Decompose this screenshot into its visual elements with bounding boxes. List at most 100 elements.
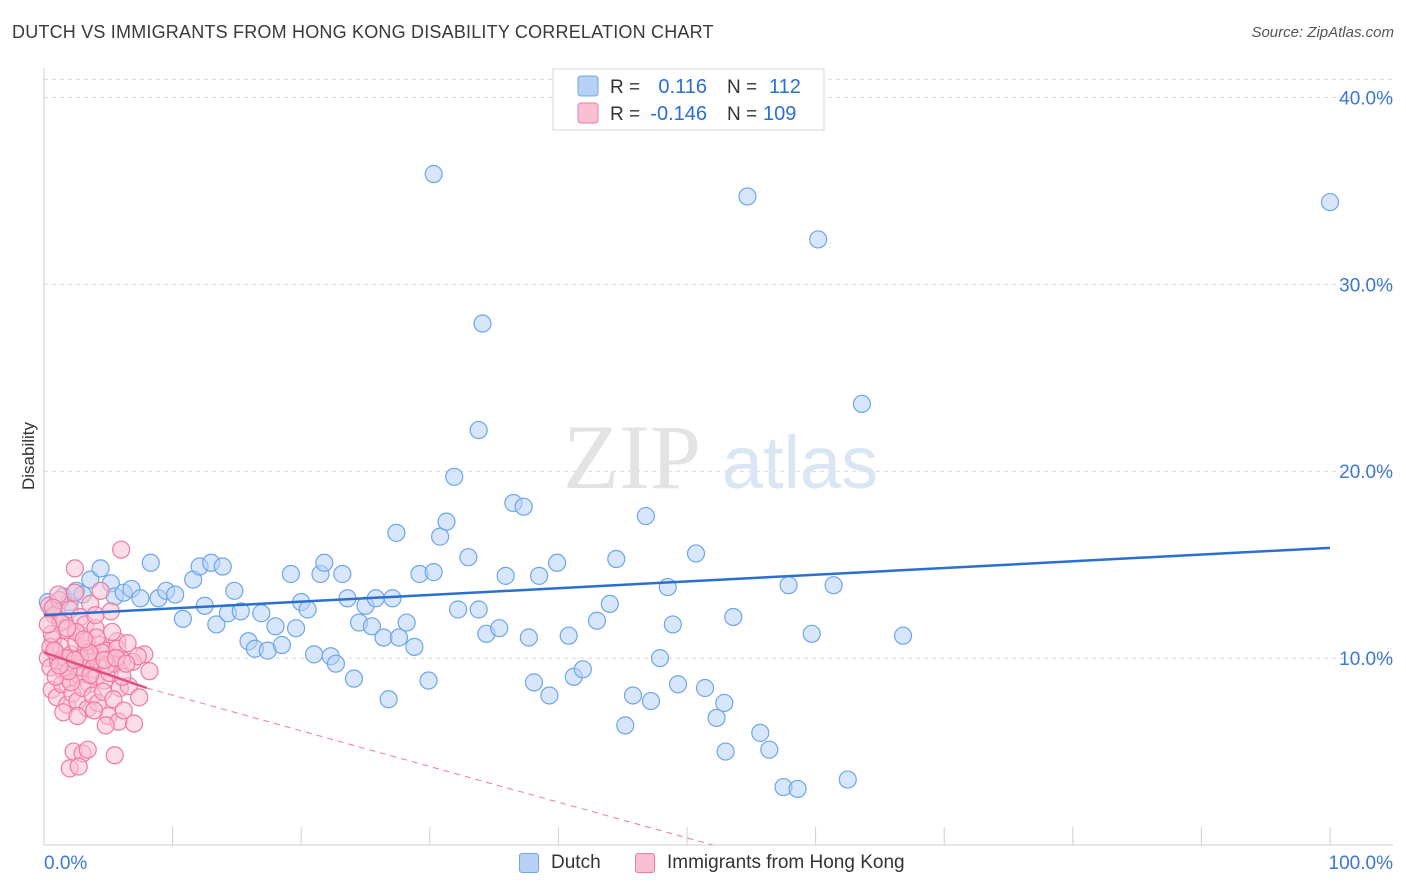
data-point <box>397 613 416 632</box>
data-point <box>496 566 515 585</box>
data-point <box>78 740 97 759</box>
data-point <box>636 506 655 526</box>
data-point <box>893 626 913 645</box>
legend-r-value-1: 0.116 <box>658 76 707 98</box>
trend-line-hongkong-extension <box>146 687 713 846</box>
data-point <box>430 527 450 546</box>
data-point <box>69 757 88 776</box>
data-point <box>85 701 104 720</box>
data-point <box>140 662 159 681</box>
data-point <box>374 628 393 647</box>
data-point <box>166 585 185 604</box>
data-point <box>760 740 779 759</box>
data-point <box>96 716 115 735</box>
data-point <box>686 544 706 563</box>
data-point <box>809 230 828 249</box>
legend-n-label-2: N = <box>727 104 757 125</box>
data-point <box>173 609 192 628</box>
legend-r-label-2: R = <box>610 104 640 125</box>
legend-r-label-1: R = <box>610 77 640 98</box>
data-point <box>519 628 538 647</box>
data-point <box>131 589 150 608</box>
data-point <box>641 691 661 711</box>
data-point <box>58 619 77 638</box>
data-point <box>573 660 592 679</box>
data-point <box>824 576 843 595</box>
data-point <box>852 394 871 414</box>
data-point <box>91 559 110 578</box>
y-tick-label: 20.0% <box>1339 462 1393 483</box>
data-point <box>326 654 346 673</box>
data-point <box>738 187 757 206</box>
data-point <box>802 624 821 643</box>
data-point <box>707 708 726 728</box>
data-point <box>668 675 688 694</box>
tick-labels: 10.0% 20.0% 30.0% 40.0% 0.0% 100.0% <box>44 88 1393 874</box>
data-point <box>548 553 567 572</box>
watermark-atlas: atlas <box>722 421 878 504</box>
data-point <box>86 606 105 625</box>
data-point <box>715 693 734 713</box>
legend-label-dutch: Dutch <box>551 852 601 873</box>
data-point <box>117 654 136 673</box>
data-point <box>445 467 464 486</box>
data-point <box>559 626 578 645</box>
data-point <box>724 607 743 627</box>
trend-line-dutch <box>43 546 1331 617</box>
data-point <box>540 686 559 705</box>
data-point <box>616 716 635 735</box>
data-point <box>38 615 57 634</box>
data-point <box>252 604 271 623</box>
data-point <box>105 746 124 765</box>
axes <box>43 68 1393 846</box>
data-point <box>362 617 382 636</box>
data-point <box>387 523 406 542</box>
data-point <box>490 619 509 638</box>
data-point <box>272 635 292 655</box>
data-point <box>65 559 84 578</box>
data-point <box>207 615 226 634</box>
data-point <box>1320 192 1340 212</box>
data-point <box>103 622 122 642</box>
data-point <box>74 630 93 649</box>
bottom-legend: Dutch Immigrants from Hong Kong <box>0 852 1406 880</box>
y-tick-label: 30.0% <box>1339 275 1393 296</box>
data-point <box>607 549 626 569</box>
legend-swatch-hongkong <box>635 853 655 873</box>
legend-item-hongkong: Immigrants from Hong Kong <box>635 852 905 874</box>
data-point <box>225 581 244 600</box>
data-point <box>587 611 607 630</box>
data-point <box>68 706 87 726</box>
data-point <box>43 598 63 617</box>
data-point <box>286 619 306 638</box>
legend-n-value-1: 112 <box>769 76 801 98</box>
data-point <box>298 600 317 619</box>
data-point <box>104 690 123 709</box>
data-point <box>333 564 352 584</box>
data-point <box>779 576 798 595</box>
data-point <box>514 497 533 516</box>
data-point <box>315 553 334 572</box>
data-point <box>424 563 443 582</box>
stats-legend: R = 0.116 N = 112 R = -0.146 N = 109 <box>552 68 825 131</box>
data-point <box>281 564 301 584</box>
legend-n-label-1: N = <box>727 77 757 98</box>
data-point <box>266 617 285 636</box>
trend-line-hongkong <box>43 651 148 690</box>
data-point <box>405 637 424 656</box>
data-point <box>650 648 670 668</box>
watermark: ZIP atlas <box>563 406 878 508</box>
data-point <box>231 602 250 621</box>
data-point <box>118 634 137 653</box>
legend-r-value-2: -0.146 <box>650 103 707 125</box>
data-point <box>344 669 364 688</box>
data-point <box>424 164 443 184</box>
data-point <box>623 686 643 705</box>
data-point <box>213 557 232 576</box>
data-point <box>389 628 409 647</box>
legend-swatch-pink <box>577 102 599 124</box>
y-axis-label: Disability <box>19 421 38 490</box>
data-point <box>65 583 84 602</box>
source-label: Source: ZipAtlas.com <box>1251 24 1394 41</box>
data-point <box>112 540 131 559</box>
